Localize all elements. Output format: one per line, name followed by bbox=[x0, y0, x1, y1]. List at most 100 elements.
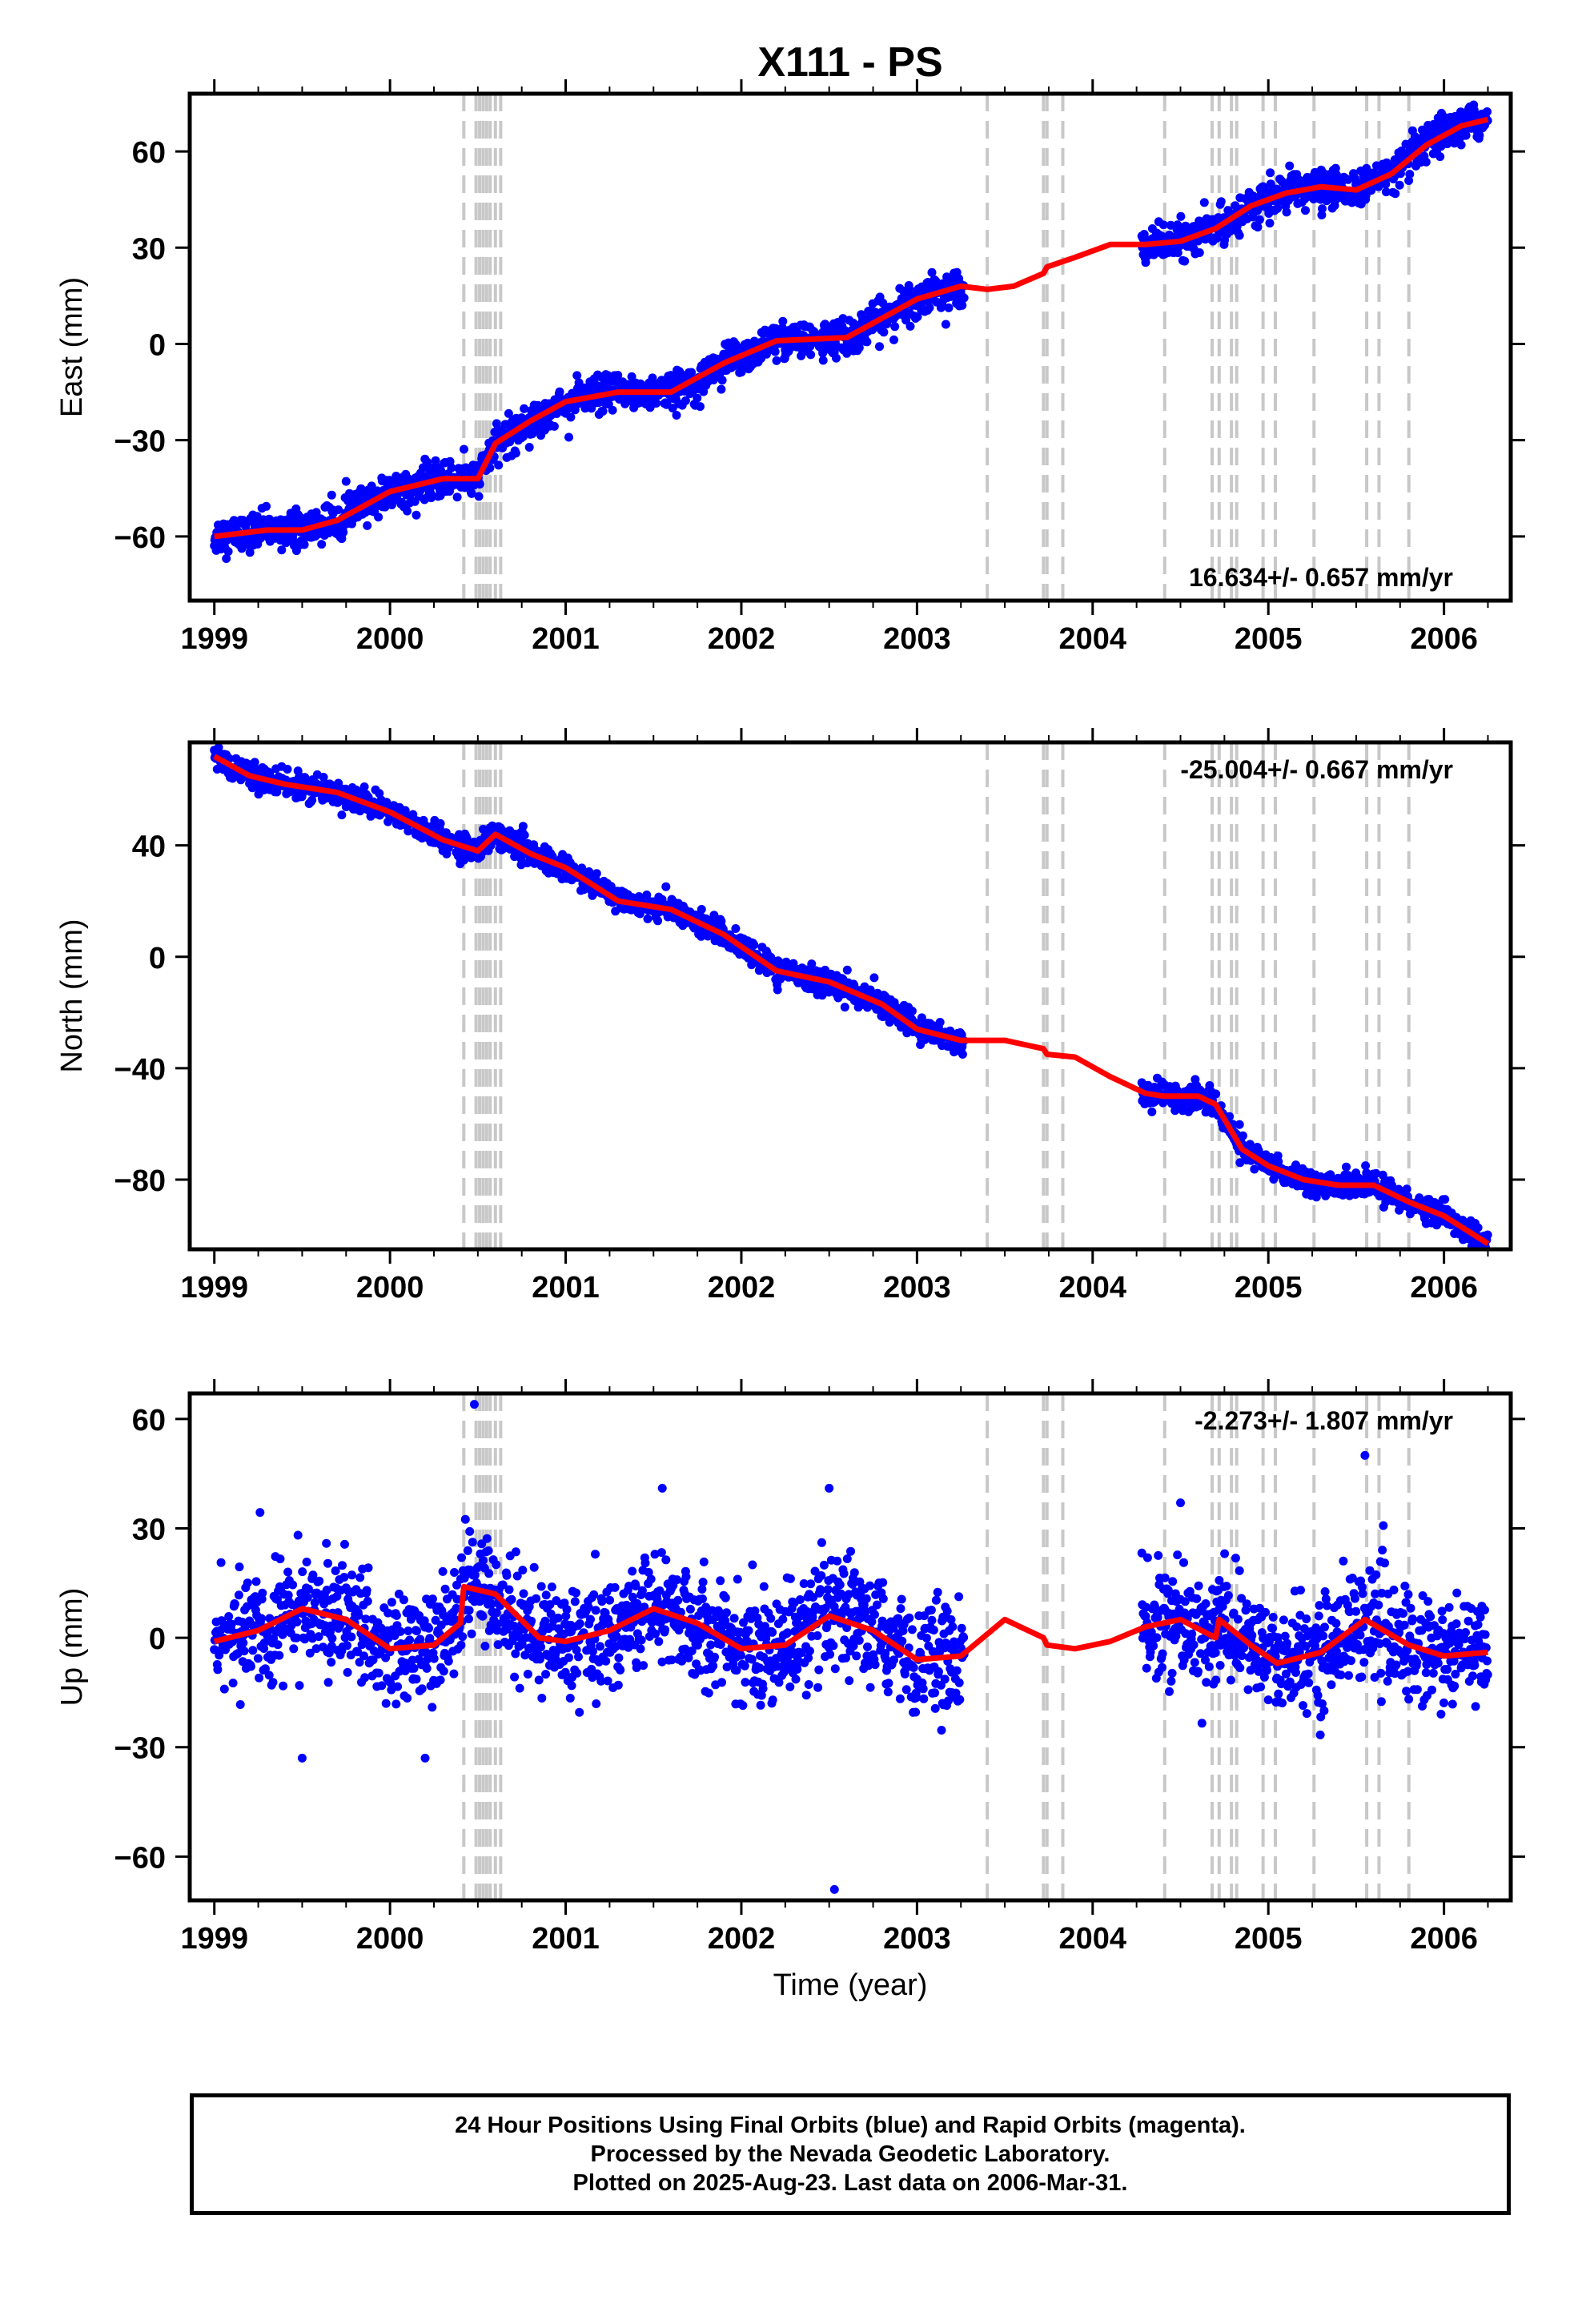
data-point bbox=[255, 1508, 265, 1518]
data-point bbox=[283, 1567, 293, 1577]
model-line bbox=[213, 754, 1490, 1246]
data-point bbox=[248, 1646, 258, 1655]
data-point bbox=[355, 1658, 364, 1667]
data-point bbox=[343, 1667, 352, 1677]
data-point bbox=[1245, 1140, 1255, 1149]
data-point bbox=[463, 1546, 472, 1555]
data-point bbox=[425, 1634, 435, 1643]
break-lines bbox=[462, 94, 1411, 601]
data-point bbox=[292, 1617, 302, 1626]
data-point bbox=[511, 448, 520, 458]
data-point bbox=[606, 882, 616, 891]
data-point bbox=[1147, 1107, 1157, 1116]
data-point bbox=[361, 1614, 371, 1624]
data-point bbox=[1235, 231, 1244, 240]
model-line bbox=[214, 116, 1489, 540]
data-point bbox=[925, 303, 934, 312]
data-point bbox=[879, 328, 889, 337]
data-point bbox=[484, 1546, 493, 1555]
data-point bbox=[1173, 248, 1182, 258]
data-point bbox=[363, 521, 372, 530]
data-point bbox=[907, 1007, 917, 1015]
data-point bbox=[818, 356, 828, 365]
data-point bbox=[1250, 1164, 1259, 1174]
data-point bbox=[368, 1655, 378, 1665]
data-point bbox=[460, 1514, 470, 1524]
rate-label: -25.004+/- 0.667 mm/yr bbox=[1180, 755, 1453, 784]
data-point bbox=[440, 1584, 450, 1594]
data-point bbox=[339, 528, 348, 537]
data-point bbox=[549, 421, 559, 431]
data-point bbox=[264, 1671, 274, 1680]
data-point bbox=[1469, 105, 1479, 115]
rate-label: 16.634+/- 0.657 mm/yr bbox=[1189, 563, 1453, 592]
data-point bbox=[387, 1598, 396, 1607]
data-point bbox=[693, 393, 702, 403]
data-point bbox=[717, 384, 726, 394]
data-point bbox=[428, 1703, 437, 1712]
x-tick-label: 2003 bbox=[883, 1271, 951, 1305]
data-point bbox=[1343, 175, 1353, 184]
data-point bbox=[1443, 139, 1452, 149]
data-point bbox=[334, 505, 343, 515]
data-point bbox=[592, 869, 601, 879]
data-point bbox=[1255, 215, 1264, 224]
data-point bbox=[323, 1558, 332, 1568]
data-point bbox=[234, 1590, 243, 1600]
data-point bbox=[353, 1647, 363, 1657]
y-tick-label: −80 bbox=[114, 1164, 166, 1198]
data-point bbox=[289, 1644, 299, 1654]
data-point bbox=[275, 1554, 285, 1564]
data-point bbox=[331, 1566, 340, 1575]
data-point bbox=[295, 1681, 304, 1691]
data-point bbox=[1440, 1195, 1450, 1204]
data-point bbox=[731, 924, 741, 933]
x-tick-label: 2005 bbox=[1235, 1271, 1303, 1305]
data-point bbox=[696, 402, 705, 412]
data-point bbox=[512, 1571, 522, 1581]
x-tick-label: 1999 bbox=[180, 622, 248, 656]
data-point bbox=[504, 1585, 514, 1594]
data-point bbox=[403, 506, 412, 516]
x-tick-label: 2002 bbox=[708, 622, 776, 656]
data-point bbox=[464, 1606, 474, 1615]
data-point bbox=[239, 1647, 249, 1656]
y-tick-label: −30 bbox=[114, 425, 166, 459]
data-point bbox=[396, 1626, 405, 1636]
data-point bbox=[283, 765, 292, 774]
data-point bbox=[300, 1634, 310, 1644]
panel-east: 1999 2000 2001 2002 2003 2004 2005 2006−60−3003… bbox=[55, 79, 1525, 656]
data-point bbox=[401, 1659, 411, 1668]
data-point bbox=[347, 1632, 356, 1642]
data-point bbox=[319, 773, 328, 782]
data-point bbox=[1291, 1160, 1300, 1170]
y-tick-label: −40 bbox=[114, 1053, 166, 1087]
data-point bbox=[1216, 197, 1226, 207]
data-point bbox=[905, 321, 915, 331]
data-point bbox=[1195, 248, 1204, 257]
data-point bbox=[572, 371, 582, 380]
data-point bbox=[1180, 256, 1190, 266]
data-point bbox=[772, 356, 781, 365]
data-point bbox=[1435, 152, 1445, 162]
x-tick-label: 2002 bbox=[708, 1271, 776, 1305]
axes-frame bbox=[187, 740, 1513, 1252]
data-point bbox=[416, 1634, 425, 1644]
data-point bbox=[492, 1560, 501, 1570]
data-point bbox=[1456, 140, 1466, 150]
data-point bbox=[399, 1595, 408, 1605]
data-point bbox=[1266, 168, 1275, 178]
data-point bbox=[223, 547, 233, 557]
data-point bbox=[1301, 206, 1310, 215]
data-point bbox=[515, 1632, 524, 1642]
data-point bbox=[642, 891, 652, 899]
data-point bbox=[1402, 1184, 1411, 1194]
x-tick-label: 2004 bbox=[1059, 622, 1127, 656]
data-point bbox=[807, 959, 817, 969]
panel-north: 1999 2000 2001 2002 2003 2004 2005 2006−80−4004… bbox=[55, 728, 1525, 1305]
data-point bbox=[417, 1684, 427, 1694]
data-point bbox=[478, 1611, 488, 1621]
data-point bbox=[457, 1553, 466, 1562]
data-point bbox=[235, 1562, 244, 1572]
